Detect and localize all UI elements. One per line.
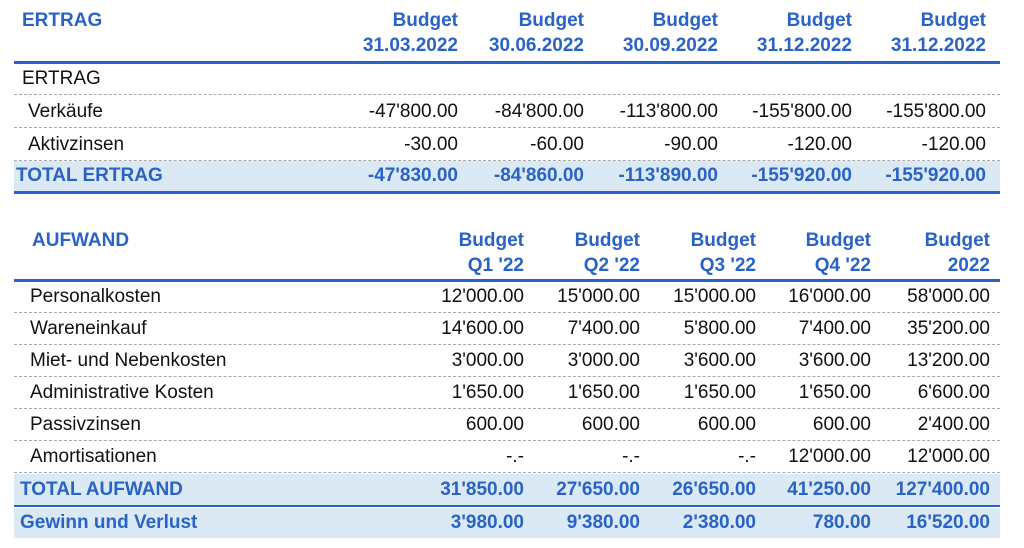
total-label: TOTAL ERTRAG (16, 165, 163, 186)
total-value: -113'890.00 (618, 165, 718, 186)
cell-value: 2'400.00 (917, 414, 990, 435)
row-label: Amortisationen (30, 446, 157, 467)
cell-value: -30.00 (404, 134, 458, 155)
cell-value: 1'650.00 (451, 382, 524, 403)
cell-value: -.- (622, 446, 640, 467)
table-row: Personalkosten 12'000.00 15'000.00 15'00… (14, 282, 1000, 313)
cell-value: -120.00 (787, 134, 852, 155)
cell-value: 13'200.00 (907, 350, 990, 371)
ertrag-section-label: ERTRAG (22, 68, 101, 89)
aufwand-col-header-3: Budget Q3 '22 (690, 230, 756, 276)
cell-value: 600.00 (812, 414, 871, 435)
cell-value: 16'000.00 (788, 286, 871, 307)
total-label: TOTAL AUFWAND (20, 479, 183, 500)
cell-value: 1'650.00 (567, 382, 640, 403)
total-value: -155'920.00 (751, 165, 852, 186)
cell-value: -113'800.00 (619, 101, 718, 122)
cell-value: 3'600.00 (798, 350, 871, 371)
result-row: Gewinn und Verlust 3'980.00 9'380.00 2'3… (14, 508, 1000, 538)
cell-value: 1'650.00 (798, 382, 871, 403)
result-value: 2'380.00 (682, 512, 756, 533)
total-value: 27'650.00 (556, 479, 640, 500)
cell-value: 7'400.00 (798, 318, 871, 339)
total-value: -155'920.00 (885, 165, 986, 186)
aufwand-col-header-1: Budget Q1 '22 (458, 230, 524, 276)
total-value: 127'400.00 (895, 479, 990, 500)
ertrag-section-row: ERTRAG (14, 64, 1000, 95)
cell-value: 12'000.00 (907, 446, 990, 467)
cell-value: 600.00 (697, 414, 756, 435)
aufwand-total-rule (14, 505, 1000, 507)
cell-value: -90.00 (664, 134, 718, 155)
table-row: Miet- und Nebenkosten 3'000.00 3'000.00 … (14, 346, 1000, 377)
ertrag-col-header-4: Budget 31.12.2022 (756, 10, 852, 56)
cell-value: -120.00 (921, 134, 986, 155)
cell-value: 5'800.00 (683, 318, 756, 339)
cell-value: 12'000.00 (788, 446, 871, 467)
result-label: Gewinn und Verlust (20, 512, 198, 533)
result-value: 9'380.00 (566, 512, 640, 533)
result-value: 780.00 (812, 512, 871, 533)
table-row: Passivzinsen 600.00 600.00 600.00 600.00… (14, 410, 1000, 441)
result-value: 3'980.00 (450, 512, 524, 533)
cell-value: 600.00 (465, 414, 524, 435)
cell-value: 600.00 (581, 414, 640, 435)
cell-value: 12'000.00 (441, 286, 524, 307)
row-label: Verkäufe (28, 101, 103, 122)
table-row: Aktivzinsen -30.00 -60.00 -90.00 -120.00… (14, 129, 1000, 161)
row-label: Wareneinkauf (30, 318, 147, 339)
table-row: Wareneinkauf 14'600.00 7'400.00 5'800.00… (14, 314, 1000, 345)
ertrag-bottom-rule (14, 191, 1000, 194)
cell-value: -84'800.00 (494, 101, 584, 122)
ertrag-col-header-1: Budget 31.03.2022 (362, 10, 458, 56)
cell-value: 15'000.00 (673, 286, 756, 307)
total-value: -47'830.00 (367, 165, 458, 186)
cell-value: 35'200.00 (907, 318, 990, 339)
ertrag-total-row: TOTAL ERTRAG -47'830.00 -84'860.00 -113'… (14, 161, 1000, 191)
cell-value: 15'000.00 (557, 286, 640, 307)
aufwand-total-row: TOTAL AUFWAND 31'850.00 27'650.00 26'650… (14, 474, 1000, 505)
cell-value: -155'800.00 (886, 101, 986, 122)
total-value: 41'250.00 (787, 479, 871, 500)
row-label: Administrative Kosten (30, 382, 214, 403)
row-label: Personalkosten (30, 286, 161, 307)
cell-value: -155'800.00 (752, 101, 852, 122)
ertrag-col-header-5: Budget 31.12.2022 (890, 10, 986, 56)
ertrag-table: ERTRAG Budget 31.03.2022 Budget 30.06.2022… (14, 0, 1000, 200)
aufwand-header-rule (14, 279, 1000, 282)
ertrag-col-header-3: Budget 30.09.2022 (622, 10, 718, 56)
ertrag-header-row: ERTRAG Budget 31.03.2022 Budget 30.06.2022… (14, 8, 1000, 60)
row-label: Miet- und Nebenkosten (30, 350, 227, 371)
aufwand-col-header-2: Budget Q2 '22 (574, 230, 640, 276)
total-value: 26'650.00 (672, 479, 756, 500)
ertrag-col-header-2: Budget 30.06.2022 (488, 10, 584, 56)
row-label: Aktivzinsen (28, 134, 125, 155)
cell-value: 3'000.00 (451, 350, 524, 371)
ertrag-header-rule (14, 61, 1000, 64)
cell-value: 58'000.00 (907, 286, 990, 307)
cell-value: -.- (506, 446, 524, 467)
table-row: Verkäufe -47'800.00 -84'800.00 -113'800.… (14, 96, 1000, 128)
total-value: 31'850.00 (440, 479, 524, 500)
cell-value: 6'600.00 (917, 382, 990, 403)
row-label: Passivzinsen (30, 414, 141, 435)
cell-value: 3'600.00 (683, 350, 756, 371)
aufwand-col-header-4: Budget Q4 '22 (805, 230, 871, 276)
aufwand-col-header-5: Budget 2022 (924, 230, 990, 276)
cell-value: 1'650.00 (683, 382, 756, 403)
aufwand-table: AUFWAND Budget Q1 '22 Budget Q2 '22 Budget… (14, 0, 1000, 548)
cell-value: 14'600.00 (441, 318, 524, 339)
cell-value: 7'400.00 (567, 318, 640, 339)
cell-value: -60.00 (530, 134, 584, 155)
result-value: 16'520.00 (906, 512, 990, 533)
aufwand-table-title: AUFWAND (32, 230, 130, 251)
table-row: Amortisationen -.- -.- -.- 12'000.00 12'… (14, 442, 1000, 473)
aufwand-header-row: AUFWAND Budget Q1 '22 Budget Q2 '22 Budget… (14, 228, 1000, 278)
cell-value: 3'000.00 (567, 350, 640, 371)
cell-value: -.- (738, 446, 756, 467)
cell-value: -47'800.00 (368, 101, 458, 122)
total-value: -84'860.00 (493, 165, 584, 186)
ertrag-table-title: ERTRAG (22, 10, 103, 31)
table-row: Administrative Kosten 1'650.00 1'650.00 … (14, 378, 1000, 409)
